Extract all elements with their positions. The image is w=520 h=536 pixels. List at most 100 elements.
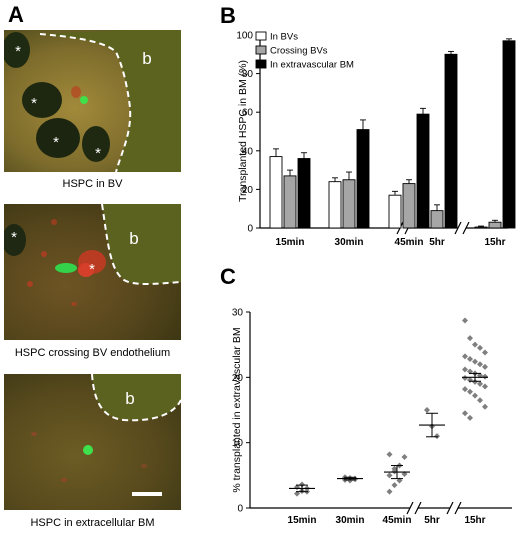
micrograph-caption: HSPC in BV bbox=[62, 178, 123, 190]
legend-label: In extravascular BM bbox=[270, 60, 354, 71]
panel-letter-b: B bbox=[220, 3, 236, 28]
data-point bbox=[477, 344, 483, 351]
data-point bbox=[472, 392, 478, 399]
lumen-marker: * bbox=[15, 43, 21, 60]
x-tick-label: 15hr bbox=[464, 515, 485, 526]
y-tick-label: 20 bbox=[232, 373, 244, 384]
data-point bbox=[347, 474, 353, 481]
panel-letter-a: A bbox=[8, 2, 24, 27]
data-point bbox=[352, 475, 358, 482]
data-point bbox=[482, 363, 488, 370]
axis-break bbox=[406, 501, 414, 515]
data-point bbox=[472, 370, 478, 377]
legend-swatch bbox=[255, 45, 267, 55]
data-point bbox=[429, 423, 435, 430]
data-point bbox=[386, 451, 393, 458]
axis-break bbox=[462, 221, 470, 235]
panel-letter-c: C bbox=[220, 264, 236, 289]
bone-label: b bbox=[142, 49, 151, 68]
data-point bbox=[391, 482, 398, 489]
micrograph-hspc-extracellular-bm: b bbox=[4, 374, 181, 510]
micrograph-caption: HSPC crossing BV endothelium bbox=[14, 347, 171, 359]
data-point bbox=[391, 468, 398, 475]
data-point bbox=[477, 372, 483, 379]
bar bbox=[269, 156, 283, 229]
x-tick-label: 15min bbox=[288, 515, 317, 526]
data-point bbox=[472, 378, 478, 385]
data-point bbox=[467, 356, 473, 363]
y-axis-label: % transplanted in extravascular BM bbox=[231, 327, 243, 492]
y-tick-label: 60 bbox=[242, 108, 254, 119]
bar bbox=[342, 179, 356, 229]
y-tick-label: 80 bbox=[242, 69, 254, 80]
x-tick-label: 45min bbox=[383, 515, 412, 526]
data-point bbox=[294, 484, 300, 491]
data-point bbox=[462, 386, 468, 393]
data-point bbox=[462, 410, 468, 417]
y-tick-label: 0 bbox=[237, 504, 243, 515]
y-axis-label: Transplanted HSPC in BM (%) bbox=[237, 60, 249, 202]
x-tick-label: 15hr bbox=[484, 237, 505, 248]
bar bbox=[328, 181, 342, 229]
y-tick-label: 10 bbox=[232, 438, 244, 449]
data-point bbox=[462, 366, 468, 373]
y-tick-label: 100 bbox=[236, 31, 253, 42]
scale-bar bbox=[132, 492, 162, 496]
data-point bbox=[482, 373, 488, 380]
data-point bbox=[462, 353, 468, 360]
x-tick-label: 5hr bbox=[424, 515, 440, 526]
data-point bbox=[482, 403, 488, 410]
y-tick-label: 40 bbox=[242, 146, 254, 157]
bar bbox=[356, 129, 370, 229]
bar bbox=[388, 194, 402, 229]
data-point bbox=[342, 474, 348, 481]
y-tick-label: 30 bbox=[232, 308, 244, 319]
bone-label: b bbox=[129, 229, 138, 248]
bone-label: b bbox=[125, 389, 134, 408]
lumen-marker: * bbox=[31, 95, 37, 112]
x-tick-label: 15min bbox=[276, 237, 305, 248]
data-point bbox=[396, 477, 403, 484]
data-point bbox=[477, 361, 483, 368]
data-point bbox=[352, 476, 358, 483]
data-point bbox=[472, 358, 478, 365]
data-point bbox=[304, 488, 310, 495]
data-point bbox=[304, 485, 310, 492]
data-point bbox=[472, 341, 478, 348]
x-tick-label: 45min bbox=[395, 237, 424, 248]
data-point bbox=[299, 481, 305, 488]
legend-swatch bbox=[255, 31, 267, 41]
data-point bbox=[434, 433, 440, 440]
data-point bbox=[391, 465, 398, 472]
legend-label: Crossing BVs bbox=[270, 46, 328, 57]
x-tick-label: 30min bbox=[335, 237, 364, 248]
axis-break bbox=[414, 501, 422, 515]
data-point bbox=[294, 490, 300, 497]
bar bbox=[283, 175, 297, 229]
axis-break bbox=[446, 501, 454, 515]
micrograph-hspc-crossing-bv: * * b bbox=[4, 204, 181, 340]
axis-break bbox=[454, 221, 462, 235]
data-point bbox=[347, 477, 353, 484]
lumen-marker: * bbox=[95, 145, 101, 162]
bar bbox=[474, 226, 488, 229]
lumen-marker: * bbox=[89, 261, 95, 278]
legend-swatch bbox=[255, 59, 267, 69]
data-point bbox=[467, 388, 473, 395]
legend-label: In BVs bbox=[270, 32, 298, 43]
data-point bbox=[386, 488, 393, 495]
data-point bbox=[401, 471, 408, 478]
lumen-marker: * bbox=[53, 134, 59, 151]
data-point bbox=[477, 380, 483, 387]
data-point bbox=[424, 407, 430, 413]
data-point bbox=[462, 317, 468, 324]
bar bbox=[502, 40, 516, 229]
data-point bbox=[467, 414, 473, 421]
bar bbox=[402, 183, 416, 229]
bar bbox=[430, 210, 444, 229]
axis-break bbox=[454, 501, 462, 515]
bar bbox=[488, 221, 502, 229]
x-tick-label: 5hr bbox=[429, 237, 445, 248]
data-point bbox=[299, 488, 305, 495]
x-tick-label: 30min bbox=[336, 515, 365, 526]
